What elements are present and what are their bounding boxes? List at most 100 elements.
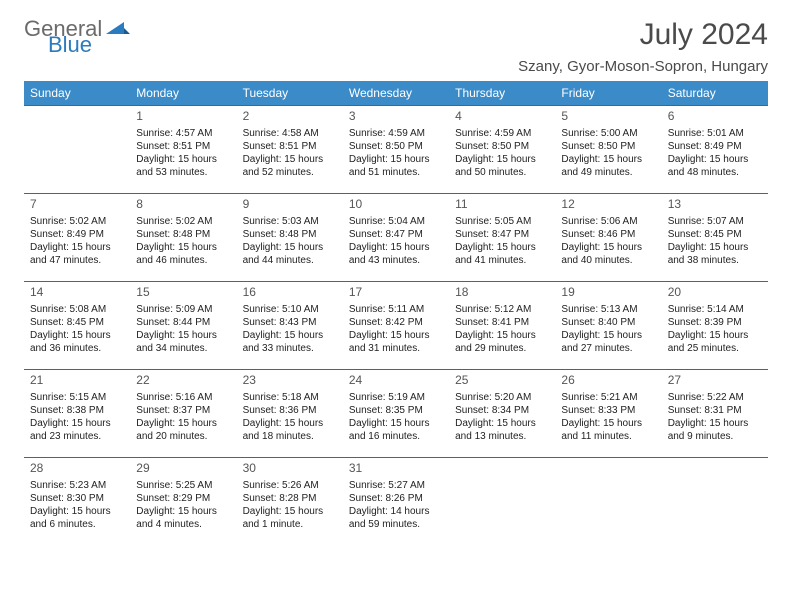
location-text: Szany, Gyor-Moson-Sopron, Hungary — [24, 58, 768, 75]
calendar-cell: 26Sunrise: 5:21 AMSunset: 8:33 PMDayligh… — [555, 370, 661, 458]
day-detail-line: Sunrise: 5:20 AM — [455, 391, 549, 404]
day-detail-line: Daylight: 15 hours and 34 minutes. — [136, 329, 230, 355]
calendar-cell: 13Sunrise: 5:07 AMSunset: 8:45 PMDayligh… — [662, 194, 768, 282]
day-detail-line: Sunrise: 5:10 AM — [243, 303, 337, 316]
day-detail-line: Daylight: 15 hours and 20 minutes. — [136, 417, 230, 443]
day-detail-line: Sunset: 8:37 PM — [136, 404, 230, 417]
calendar-header-row: SundayMondayTuesdayWednesdayThursdayFrid… — [24, 81, 768, 106]
day-header: Tuesday — [237, 81, 343, 106]
calendar-cell: 27Sunrise: 5:22 AMSunset: 8:31 PMDayligh… — [662, 370, 768, 458]
calendar-cell: 1Sunrise: 4:57 AMSunset: 8:51 PMDaylight… — [130, 106, 236, 194]
day-detail-line: Daylight: 15 hours and 11 minutes. — [561, 417, 655, 443]
calendar-cell: 29Sunrise: 5:25 AMSunset: 8:29 PMDayligh… — [130, 458, 236, 546]
day-detail-line: Sunset: 8:47 PM — [349, 228, 443, 241]
day-number: 21 — [30, 373, 124, 389]
day-detail-line: Sunset: 8:34 PM — [455, 404, 549, 417]
calendar-cell: 21Sunrise: 5:15 AMSunset: 8:38 PMDayligh… — [24, 370, 130, 458]
calendar-cell — [449, 458, 555, 546]
day-detail-line: Sunrise: 5:14 AM — [668, 303, 762, 316]
calendar-cell — [24, 106, 130, 194]
day-detail-line: Sunrise: 4:59 AM — [349, 127, 443, 140]
calendar-cell: 25 Sunrise: 5:20 AMSunset: 8:34 PMDayligh… — [449, 370, 555, 458]
calendar-cell: 16Sunrise: 5:10 AMSunset: 8:43 PMDayligh… — [237, 282, 343, 370]
day-header: Monday — [130, 81, 236, 106]
day-detail-line: Sunrise: 5:06 AM — [561, 215, 655, 228]
day-detail-line: Sunrise: 5:11 AM — [349, 303, 443, 316]
calendar-cell: 2Sunrise: 4:58 AMSunset: 8:51 PMDaylight… — [237, 106, 343, 194]
day-number: 25 — [455, 373, 549, 389]
day-detail-line: Daylight: 15 hours and 43 minutes. — [349, 241, 443, 267]
day-number: 29 — [136, 461, 230, 477]
day-detail-line: Sunrise: 5:18 AM — [243, 391, 337, 404]
calendar-cell: 4Sunrise: 4:59 AMSunset: 8:50 PMDaylight… — [449, 106, 555, 194]
calendar-cell: 23Sunrise: 5:18 AMSunset: 8:36 PMDayligh… — [237, 370, 343, 458]
day-detail-line: Sunset: 8:28 PM — [243, 492, 337, 505]
calendar-cell: 19Sunrise: 5:13 AMSunset: 8:40 PMDayligh… — [555, 282, 661, 370]
calendar-cell: 6Sunrise: 5:01 AMSunset: 8:49 PMDaylight… — [662, 106, 768, 194]
day-detail-line: Sunrise: 5:25 AM — [136, 479, 230, 492]
day-detail-line: Sunrise: 5:26 AM — [243, 479, 337, 492]
day-number: 6 — [668, 109, 762, 125]
calendar-cell — [662, 458, 768, 546]
day-detail-line: Sunrise: 5:01 AM — [668, 127, 762, 140]
day-detail-line: Daylight: 15 hours and 46 minutes. — [136, 241, 230, 267]
calendar-cell: 18Sunrise: 5:12 AMSunset: 8:41 PMDayligh… — [449, 282, 555, 370]
day-number: 19 — [561, 285, 655, 301]
day-detail-line: Daylight: 15 hours and 13 minutes. — [455, 417, 549, 443]
day-detail-line: Sunrise: 5:08 AM — [30, 303, 124, 316]
calendar-cell: 11Sunrise: 5:05 AMSunset: 8:47 PMDayligh… — [449, 194, 555, 282]
day-detail-line: Sunrise: 5:15 AM — [30, 391, 124, 404]
day-detail-line: Sunrise: 5:27 AM — [349, 479, 443, 492]
day-detail-line: Daylight: 15 hours and 31 minutes. — [349, 329, 443, 355]
day-detail-line: Sunset: 8:48 PM — [136, 228, 230, 241]
title-block: July 2024 — [640, 18, 768, 52]
logo-text: General Blue — [24, 18, 130, 56]
day-detail-line: Sunset: 8:51 PM — [136, 140, 230, 153]
day-detail-line: Sunset: 8:26 PM — [349, 492, 443, 505]
day-detail-line: Sunset: 8:49 PM — [30, 228, 124, 241]
day-detail-line: Sunrise: 5:07 AM — [668, 215, 762, 228]
day-detail-line: Sunrise: 5:00 AM — [561, 127, 655, 140]
day-detail-line: Daylight: 15 hours and 49 minutes. — [561, 153, 655, 179]
day-detail-line: Sunrise: 5:12 AM — [455, 303, 549, 316]
calendar-table: SundayMondayTuesdayWednesdayThursdayFrid… — [24, 81, 768, 546]
day-detail-line: Sunrise: 5:02 AM — [30, 215, 124, 228]
day-detail-line: Sunrise: 5:19 AM — [349, 391, 443, 404]
day-number: 10 — [349, 197, 443, 213]
day-detail-line: Sunrise: 5:03 AM — [243, 215, 337, 228]
day-detail-line: Sunset: 8:44 PM — [136, 316, 230, 329]
day-number: 9 — [243, 197, 337, 213]
day-detail-line: Daylight: 15 hours and 44 minutes. — [243, 241, 337, 267]
calendar-cell — [555, 458, 661, 546]
day-detail-line: Daylight: 15 hours and 41 minutes. — [455, 241, 549, 267]
day-detail-line: Daylight: 15 hours and 16 minutes. — [349, 417, 443, 443]
day-detail-line: Daylight: 15 hours and 6 minutes. — [30, 505, 124, 531]
day-number: 20 — [668, 285, 762, 301]
calendar-cell: 12Sunrise: 5:06 AMSunset: 8:46 PMDayligh… — [555, 194, 661, 282]
day-number: 13 — [668, 197, 762, 213]
calendar-cell: 15Sunrise: 5:09 AMSunset: 8:44 PMDayligh… — [130, 282, 236, 370]
day-header: Sunday — [24, 81, 130, 106]
day-number: 3 — [349, 109, 443, 125]
day-number: 15 — [136, 285, 230, 301]
calendar-week: 7Sunrise: 5:02 AMSunset: 8:49 PMDaylight… — [24, 194, 768, 282]
day-detail-line: Sunrise: 4:57 AM — [136, 127, 230, 140]
calendar-cell: 20Sunrise: 5:14 AMSunset: 8:39 PMDayligh… — [662, 282, 768, 370]
day-detail-line: Sunset: 8:39 PM — [668, 316, 762, 329]
calendar-cell: 14Sunrise: 5:08 AMSunset: 8:45 PMDayligh… — [24, 282, 130, 370]
calendar-cell: 17Sunrise: 5:11 AMSunset: 8:42 PMDayligh… — [343, 282, 449, 370]
day-detail-line: Sunset: 8:47 PM — [455, 228, 549, 241]
logo-line2: Blue — [48, 34, 130, 56]
day-detail-line: Sunset: 8:50 PM — [561, 140, 655, 153]
day-detail-line: Sunrise: 4:59 AM — [455, 127, 549, 140]
calendar-cell: 22Sunrise: 5:16 AMSunset: 8:37 PMDayligh… — [130, 370, 236, 458]
calendar-week: 14Sunrise: 5:08 AMSunset: 8:45 PMDayligh… — [24, 282, 768, 370]
day-detail-line: Daylight: 15 hours and 1 minute. — [243, 505, 337, 531]
day-detail-line: Sunrise: 5:16 AM — [136, 391, 230, 404]
day-number: 27 — [668, 373, 762, 389]
day-detail-line: Daylight: 15 hours and 48 minutes. — [668, 153, 762, 179]
calendar-body: 1Sunrise: 4:57 AMSunset: 8:51 PMDaylight… — [24, 106, 768, 546]
day-detail-line: Sunrise: 5:02 AM — [136, 215, 230, 228]
day-detail-line: Sunset: 8:50 PM — [455, 140, 549, 153]
day-detail-line: Daylight: 15 hours and 33 minutes. — [243, 329, 337, 355]
